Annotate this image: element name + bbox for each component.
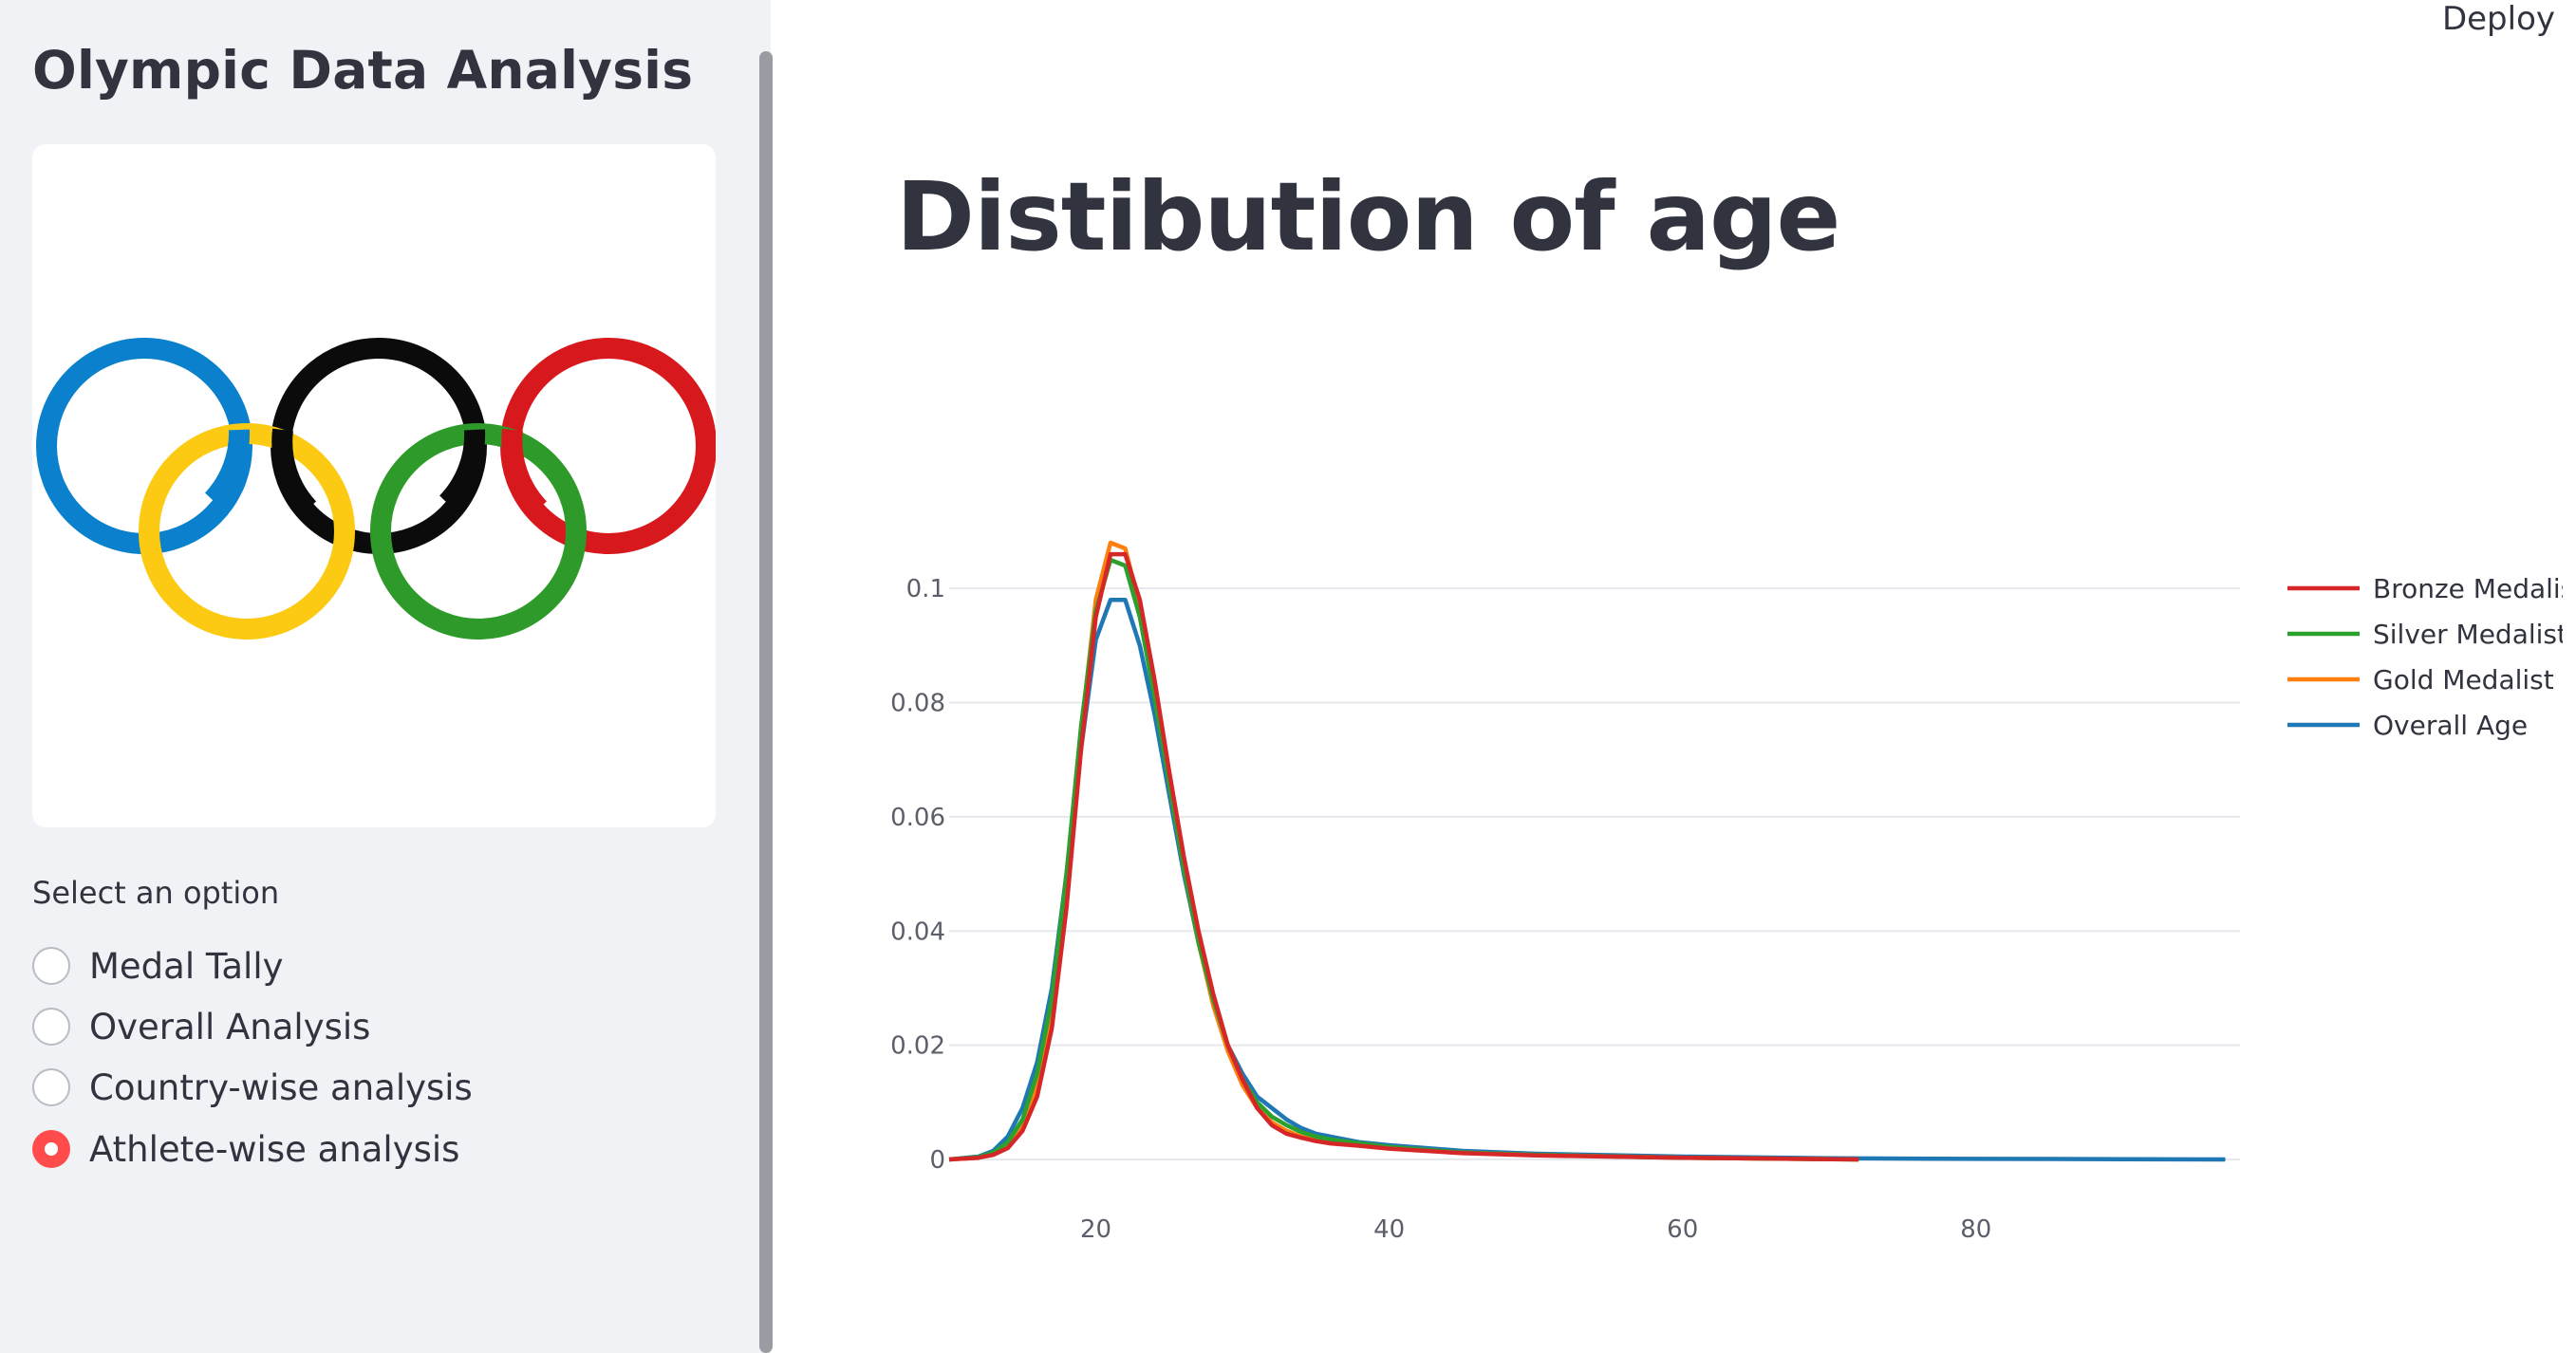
y-tick-label: 0.08 [890, 690, 945, 718]
x-tick-label: 20 [1080, 1215, 1111, 1244]
sidebar-title: Olympic Data Analysis [32, 40, 694, 101]
y-tick-label: 0.06 [890, 804, 945, 832]
series-line-bronze-medalist [948, 551, 1859, 1162]
select-option-label: Select an option [32, 875, 280, 911]
radio-label: Medal Tally [89, 945, 284, 987]
age-distribution-chart[interactable]: 0 0.02 0.04 0.06 0.08 0.1 20 40 60 80 Bronze Medal… [854, 531, 2563, 1290]
radio-label: Overall Analysis [89, 1006, 371, 1047]
x-tick-label: 60 [1667, 1215, 1698, 1244]
radio-button[interactable] [32, 1008, 70, 1046]
radio-button[interactable] [32, 1068, 70, 1106]
radio-button[interactable] [32, 947, 70, 985]
radio-athlete-wise-analysis[interactable]: Athlete-wise analysis [32, 1125, 459, 1173]
radio-button-selected[interactable] [32, 1130, 70, 1168]
y-tick-label: 0.1 [906, 575, 945, 603]
sidebar-scrollbar[interactable] [759, 51, 773, 1353]
x-tick-label: 80 [1960, 1215, 1991, 1244]
radio-overall-analysis[interactable]: Overall Analysis [32, 1003, 370, 1050]
olympic-rings-logo [32, 144, 716, 827]
legend-item-label: Bronze Medalist [2373, 573, 2563, 604]
y-tick-label: 0.02 [890, 1032, 945, 1061]
legend-item-label: Overall Age [2373, 710, 2528, 741]
series-line-overall-age [948, 597, 2226, 1162]
legend-item-label: Silver Medalist [2373, 619, 2563, 650]
y-tick-label: 0.04 [890, 917, 945, 946]
radio-label: Athlete-wise analysis [89, 1128, 460, 1170]
x-tick-label: 40 [1373, 1215, 1405, 1244]
radio-country-wise-analysis[interactable]: Country-wise analysis [32, 1064, 473, 1111]
sidebar: Olympic Data Analysis Select an option M… [0, 0, 771, 1353]
page-title: Distibution of age [896, 161, 1840, 272]
olympic-rings-icon [36, 338, 716, 639]
radio-label: Country-wise analysis [89, 1066, 473, 1108]
radio-medal-tally[interactable]: Medal Tally [32, 942, 284, 990]
y-tick-label: 0 [929, 1146, 945, 1175]
deploy-button[interactable]: Deploy [2441, 0, 2555, 38]
series-line-silver-medalist [948, 557, 1859, 1162]
series-line-gold-medalist [948, 540, 1859, 1162]
legend-item-label: Gold Medalist [2373, 664, 2554, 695]
